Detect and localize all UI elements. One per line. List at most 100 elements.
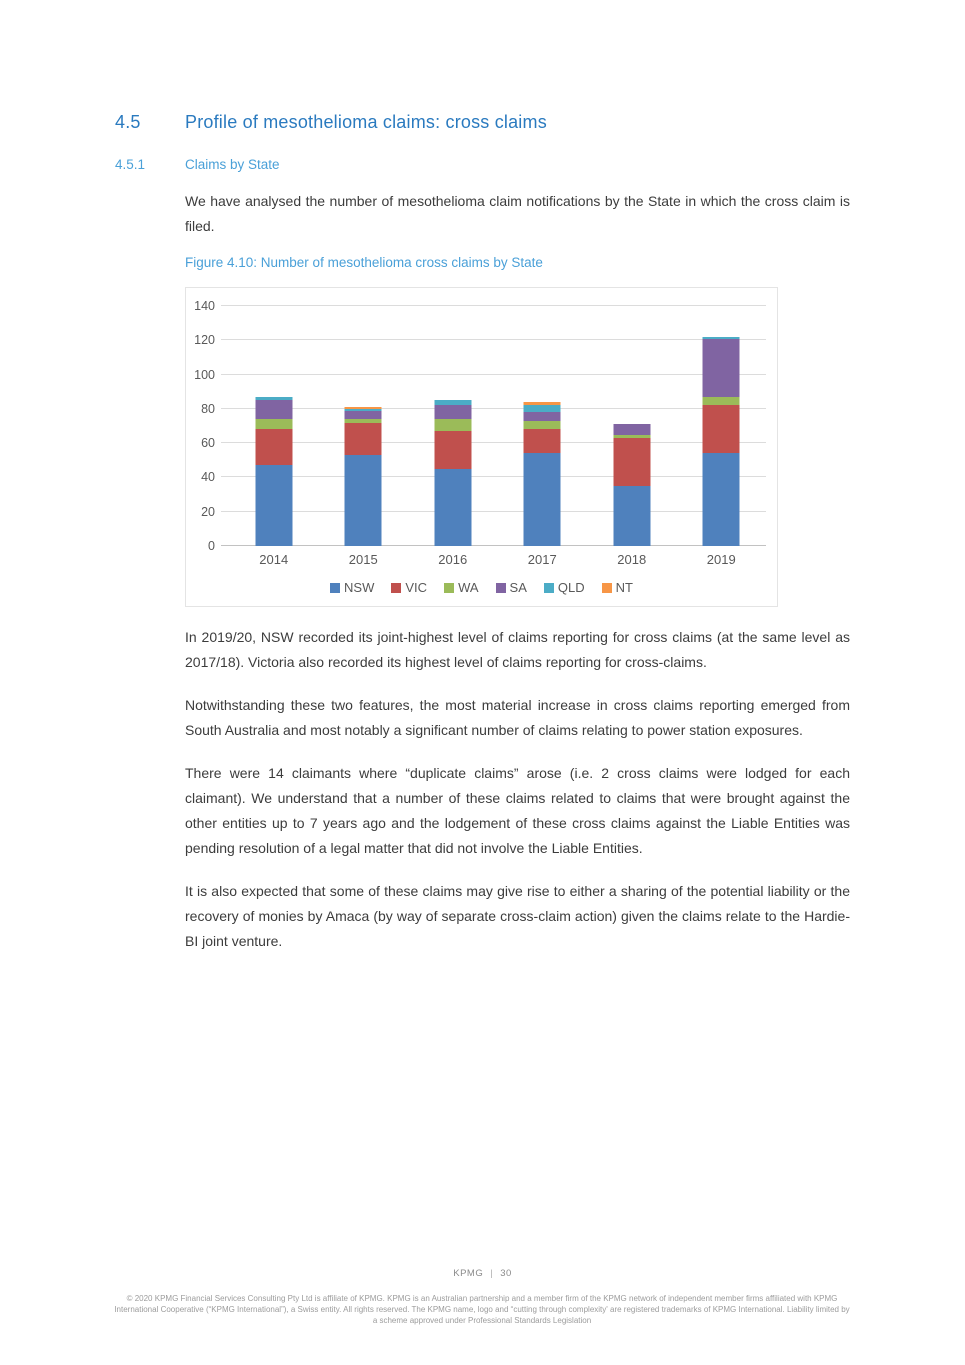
legend-swatch	[330, 582, 341, 593]
gridline	[221, 442, 766, 444]
bar-segment-qld	[702, 336, 740, 339]
gridline	[221, 305, 766, 306]
bar-segment-vic	[344, 422, 382, 456]
legend-item-nsw: NSW	[330, 580, 374, 595]
y-axis-label: 120	[194, 333, 215, 348]
bar-segment-sa	[344, 410, 382, 420]
bar-group-2014	[229, 306, 319, 546]
x-axis-label: 2017	[527, 552, 557, 567]
bar-segment-sa	[702, 338, 740, 397]
legend-swatch	[391, 582, 402, 593]
body-paragraph: Notwithstanding these two features, the …	[185, 697, 850, 738]
bar-segment-vic	[613, 438, 651, 486]
bar-group-2016	[408, 306, 498, 546]
legend-label: NSW	[344, 580, 375, 595]
y-axis: 0 20 40 60 80 100 120 140	[186, 299, 222, 553]
bar-segment-wa	[255, 419, 293, 430]
y-axis-label: 20	[201, 504, 215, 519]
bar-segment-sa	[434, 405, 472, 420]
figure-chart: 0 20 40 60 80 100 120 140 2014 2015 2016 2017 2018 2…	[185, 287, 778, 607]
bar-segment-nt	[523, 402, 561, 406]
bar-group-2019	[677, 306, 767, 546]
legend-item-nt: NT	[601, 580, 633, 595]
section-title: Profile of mesothelioma claims: cross cl…	[185, 112, 547, 132]
x-axis-label: 2016	[438, 552, 468, 567]
gridline	[221, 407, 766, 409]
bar-segment-wa	[434, 419, 472, 432]
bar-segment-qld	[255, 396, 293, 401]
stacked-bar-2019	[702, 336, 740, 546]
body-paragraph: There were 14 claimants where “duplicate…	[185, 765, 850, 856]
y-axis-label: 60	[201, 436, 215, 451]
legend-item-sa: SA	[495, 580, 527, 595]
footer-brand: KPMG	[453, 1268, 484, 1279]
bar-segment-qld	[523, 405, 561, 413]
bar-segment-nsw	[434, 468, 472, 546]
legend-item-qld: QLD	[543, 580, 585, 595]
bar-segment-vic	[255, 429, 293, 466]
bar-segment-vic	[702, 405, 740, 454]
bar-segment-nsw	[523, 453, 561, 546]
bar-group-2017	[498, 306, 588, 546]
x-axis-label: 2014	[259, 552, 289, 567]
body-paragraph: It is also expected that some of these c…	[185, 883, 850, 949]
x-axis-label: 2015	[348, 552, 378, 567]
y-axis-label: 0	[208, 539, 215, 553]
legend-label: QLD	[557, 580, 585, 595]
bar-segment-wa	[523, 420, 561, 430]
bar-segment-nt	[344, 407, 382, 409]
footer-separator: |	[490, 1268, 494, 1279]
footer-page-number: 30	[500, 1268, 512, 1279]
x-axis-label: 2018	[617, 552, 647, 567]
y-axis-label: 40	[201, 470, 215, 485]
bar-segment-sa	[255, 400, 293, 420]
bar-segment-wa	[344, 419, 382, 423]
bar-segment-sa	[613, 424, 651, 435]
x-axis-label: 2019	[706, 552, 736, 567]
gridline	[221, 545, 766, 546]
section-heading: 4.5 Profile of mesothelioma claims: cros…	[115, 0, 850, 133]
legend-swatch	[601, 582, 612, 593]
bar-segment-nsw	[344, 455, 382, 546]
gridline	[221, 373, 766, 375]
y-axis-label: 80	[201, 401, 215, 416]
legend-label: NT	[615, 580, 633, 595]
y-axis-label: 100	[194, 367, 215, 382]
x-axis: 2014 2015 2016 2017 2018 2019	[229, 552, 766, 567]
bar-segment-qld	[344, 408, 382, 411]
subsection-number: 4.5.1	[115, 157, 146, 172]
section-number: 4.5	[115, 112, 141, 132]
footer-copyright: © 2020 KPMG Financial Services Consultin…	[114, 1294, 850, 1325]
legend-label: SA	[509, 580, 527, 595]
bar-segment-nsw	[255, 465, 293, 546]
chart-legend: NSW VIC WA SA QLD NT	[186, 580, 777, 595]
bar-segment-nsw	[702, 453, 740, 546]
bar-segment-wa	[613, 434, 651, 438]
bar-segment-sa	[523, 412, 561, 421]
y-axis-label: 140	[194, 299, 215, 313]
bar-segment-nsw	[613, 486, 651, 546]
bar-group-2015	[319, 306, 409, 546]
legend-label: VIC	[405, 580, 428, 595]
figure-caption: Figure 4.10: Number of mesothelioma cros…	[185, 255, 543, 270]
bar-segment-wa	[702, 396, 740, 406]
stacked-bar-2018	[613, 424, 651, 546]
subsection-title: Claims by State	[185, 157, 280, 172]
bar-group-2018	[587, 306, 677, 546]
legend-swatch	[543, 582, 554, 593]
body-paragraph: In 2019/20, NSW recorded its joint-highe…	[185, 629, 850, 670]
legend-label: WA	[458, 580, 479, 595]
bar-segment-vic	[523, 429, 561, 454]
stacked-bar-2015	[344, 407, 382, 546]
gridline	[221, 476, 766, 478]
chart-plot-area	[221, 305, 767, 546]
stacked-bar-2014	[255, 396, 293, 546]
legend-item-vic: VIC	[391, 580, 427, 595]
subsection-heading: 4.5.1 Claims by State	[115, 157, 850, 172]
stacked-bar-2017	[523, 402, 561, 546]
stacked-bar-2016	[434, 400, 472, 546]
legend-item-wa: WA	[444, 580, 479, 595]
legend-swatch	[495, 582, 506, 593]
bar-segment-vic	[434, 431, 472, 469]
